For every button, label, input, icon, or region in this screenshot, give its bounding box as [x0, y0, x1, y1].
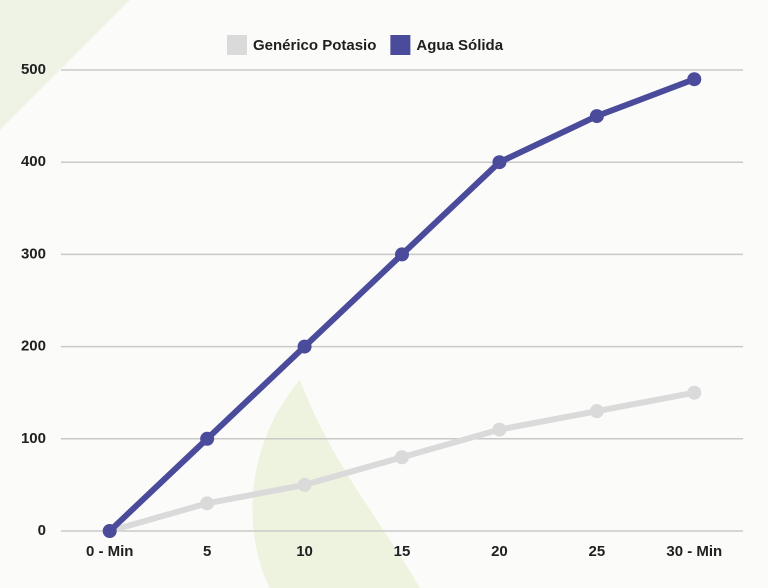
- data-point: [395, 450, 409, 465]
- x-tick-label: 0 - Min: [86, 543, 134, 560]
- y-tick-label: 200: [21, 338, 46, 355]
- decor-leaf: [252, 380, 420, 588]
- x-tick-label: 20: [491, 543, 508, 560]
- x-tick-label: 5: [203, 543, 211, 560]
- data-point: [200, 431, 215, 446]
- data-point: [297, 339, 312, 354]
- x-tick-label: 10: [296, 543, 313, 560]
- data-point: [687, 72, 702, 87]
- y-tick-label: 0: [38, 522, 46, 539]
- data-point: [200, 496, 215, 511]
- y-tick-label: 300: [21, 245, 46, 262]
- y-tick-label: 400: [21, 153, 46, 170]
- x-tick-label: 15: [394, 543, 411, 560]
- x-tick-label: 25: [589, 543, 606, 560]
- data-point: [102, 524, 117, 538]
- data-point: [297, 477, 312, 492]
- data-point: [492, 422, 507, 437]
- data-point: [589, 109, 604, 124]
- y-tick-label: 100: [21, 430, 46, 447]
- data-point: [395, 247, 409, 262]
- legend-swatch: [227, 35, 247, 55]
- data-point: [492, 155, 507, 170]
- data-point: [589, 404, 604, 419]
- legend-swatch: [390, 35, 411, 55]
- legend-label: Genérico Potasio: [253, 37, 376, 54]
- x-tick-label: 30 - Min: [666, 543, 722, 560]
- y-tick-label: 500: [21, 61, 46, 78]
- decor-leaf: [0, 0, 130, 130]
- data-point: [687, 385, 702, 400]
- legend: Genérico Potasio Agua Sólida: [227, 35, 504, 55]
- legend-label: Agua Sólida: [416, 37, 503, 54]
